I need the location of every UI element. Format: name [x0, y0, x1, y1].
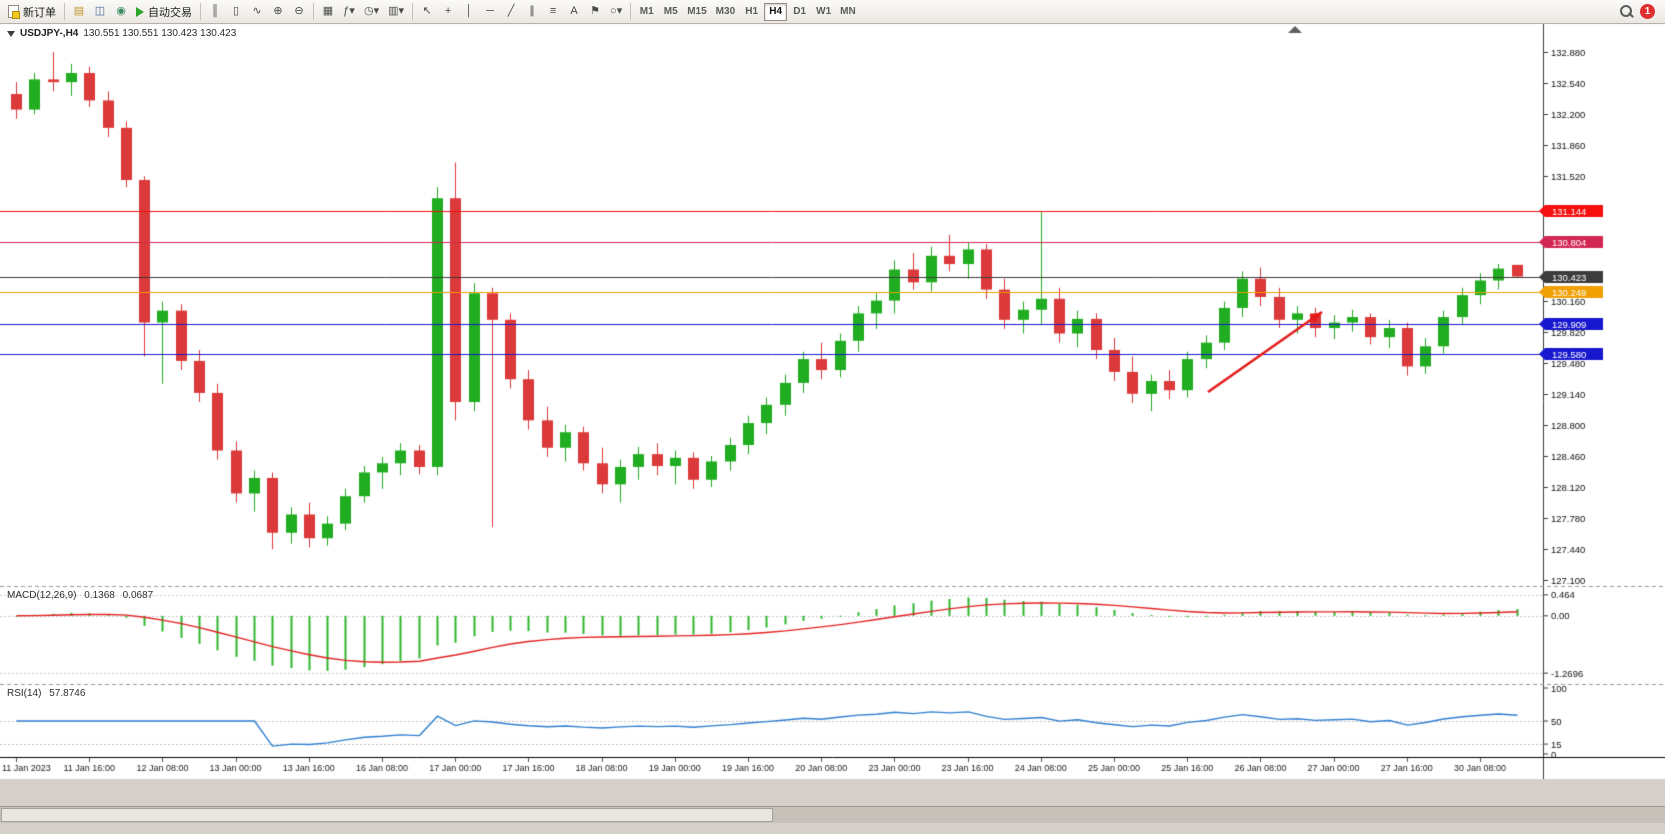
- vertical-line-icon[interactable]: │: [459, 2, 479, 22]
- chart-tools-group: ║ ▯ ∿ ⊕ ⊖: [205, 2, 309, 22]
- templates-icon[interactable]: ▥▾: [384, 2, 408, 22]
- draw-tools-group: ↖ + │ ─ ╱ ∥ ≡ A ⚑ ○▾: [417, 2, 626, 22]
- crosshair-icon[interactable]: +: [438, 2, 458, 22]
- horizontal-scrollbar[interactable]: [0, 806, 1665, 823]
- zoom-out-icon[interactable]: ⊖: [289, 2, 309, 22]
- tile-windows-icon[interactable]: ▦: [318, 2, 338, 22]
- channel-icon[interactable]: ∥: [522, 2, 542, 22]
- toolbar-separator: [412, 3, 414, 20]
- new-order-icon: [8, 5, 20, 19]
- timeframe-mn-button[interactable]: MN: [836, 3, 860, 21]
- zoom-in-icon[interactable]: ⊕: [268, 2, 288, 22]
- rsi-panel-splitter[interactable]: [0, 681, 1665, 686]
- toolbar-separator: [64, 3, 65, 20]
- auto-trading-button[interactable]: 自动交易: [132, 2, 196, 22]
- fibonacci-icon[interactable]: ≡: [543, 2, 563, 22]
- panel-toggle-group: ▤ ◫ ◉: [69, 2, 131, 22]
- timeframe-m5-button[interactable]: M5: [659, 3, 682, 21]
- market-watch-icon[interactable]: ▤: [69, 2, 89, 22]
- timeframe-m15-button[interactable]: M15: [683, 3, 710, 21]
- navigator-icon[interactable]: ◉: [111, 2, 131, 22]
- text-icon[interactable]: A: [564, 2, 584, 22]
- candlestick-icon[interactable]: ▯: [226, 2, 246, 22]
- cursor-icon[interactable]: ↖: [417, 2, 437, 22]
- shapes-icon[interactable]: ○▾: [606, 2, 626, 22]
- line-chart-icon[interactable]: ∿: [247, 2, 267, 22]
- toolbar: 新订单 ▤ ◫ ◉ 自动交易 ║ ▯ ∿ ⊕ ⊖ ▦ ƒ▾ ◷▾ ▥▾ ↖ + │ ─ ╱ ∥ ≡ A ⚑ ○▾ M…: [0, 0, 1665, 24]
- bar-chart-icon[interactable]: ║: [205, 2, 225, 22]
- play-icon: [136, 6, 144, 17]
- trendline-icon[interactable]: ╱: [501, 2, 521, 22]
- search-icon: [1620, 5, 1633, 18]
- timeframe-m1-button[interactable]: M1: [635, 3, 658, 21]
- macd-panel-splitter[interactable]: [0, 583, 1665, 588]
- toolbar-separator: [200, 3, 201, 20]
- chart-dropdown-icon[interactable]: [7, 30, 15, 37]
- timeframe-w1-button[interactable]: W1: [812, 3, 835, 21]
- timeframe-group: M1 M5 M15 M30 H1 H4 D1 W1 MN: [635, 2, 860, 21]
- label-icon[interactable]: ⚑: [585, 2, 605, 22]
- toolbar-separator: [313, 3, 314, 20]
- timeframe-h4-button[interactable]: H4: [764, 2, 788, 21]
- search-button[interactable]: [1616, 2, 1637, 22]
- scrollbar-thumb[interactable]: [1, 808, 773, 822]
- data-window-icon[interactable]: ◫: [90, 2, 110, 22]
- window-tools-group: ▦ ƒ▾ ◷▾ ▥▾: [318, 2, 408, 22]
- new-order-button[interactable]: 新订单: [4, 2, 60, 22]
- timeframe-d1-button[interactable]: D1: [788, 3, 811, 21]
- indicators-icon[interactable]: ƒ▾: [339, 2, 359, 22]
- new-order-label: 新订单: [23, 6, 56, 19]
- periods-icon[interactable]: ◷▾: [360, 2, 383, 22]
- timeframe-h1-button[interactable]: H1: [740, 3, 763, 21]
- auto-trading-label: 自动交易: [148, 6, 192, 19]
- horizontal-line-icon[interactable]: ─: [480, 2, 500, 22]
- toolbar-separator: [630, 3, 632, 20]
- notification-badge[interactable]: 1: [1640, 4, 1655, 19]
- timeframe-m30-button[interactable]: M30: [712, 3, 739, 21]
